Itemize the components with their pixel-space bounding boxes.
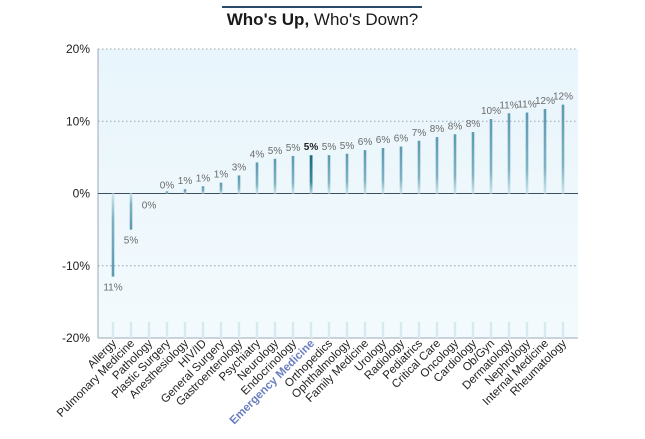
bar bbox=[165, 191, 169, 194]
data-label: 8% bbox=[430, 124, 445, 135]
bar bbox=[561, 104, 565, 194]
bar-ghost bbox=[165, 322, 169, 338]
bar-ghost bbox=[561, 322, 565, 338]
data-label: 11% bbox=[103, 283, 122, 294]
bar-ghost bbox=[399, 322, 403, 338]
bar-ghost bbox=[255, 322, 259, 338]
data-label: 11% bbox=[499, 100, 518, 111]
bar-ghost bbox=[129, 322, 133, 338]
bar bbox=[471, 132, 475, 194]
title-rest: Who's Down? bbox=[313, 10, 419, 29]
bar-ghost bbox=[471, 322, 475, 338]
bar-ghost bbox=[291, 322, 295, 338]
data-label: 6% bbox=[394, 134, 409, 145]
data-label: 5% bbox=[340, 141, 355, 152]
bar bbox=[543, 108, 547, 194]
bar-ghost bbox=[507, 322, 511, 338]
chart-title: Who's Up, Who's Down? bbox=[0, 10, 645, 30]
y-tick-label: -10% bbox=[62, 259, 90, 273]
bar bbox=[453, 134, 457, 194]
bar-ghost bbox=[273, 322, 277, 338]
data-label: 6% bbox=[376, 135, 391, 146]
bar bbox=[399, 146, 403, 194]
data-label: 4% bbox=[250, 149, 265, 160]
bar-ghost bbox=[435, 322, 439, 338]
data-label: 5% bbox=[304, 142, 319, 153]
bar-ghost bbox=[219, 322, 223, 338]
bar-ghost bbox=[363, 322, 367, 338]
data-label: 5% bbox=[268, 146, 283, 157]
data-label: 11% bbox=[517, 100, 536, 111]
bar bbox=[417, 140, 421, 194]
title-rule bbox=[222, 6, 422, 8]
bar bbox=[273, 158, 277, 194]
data-label: 8% bbox=[466, 119, 481, 130]
data-label: 0% bbox=[160, 181, 175, 192]
data-label: 5% bbox=[322, 142, 337, 153]
data-label: 1% bbox=[196, 173, 211, 184]
bar bbox=[129, 193, 133, 230]
bar-ghost bbox=[345, 322, 349, 338]
bar-ghost bbox=[327, 322, 331, 338]
bar bbox=[111, 193, 115, 277]
bar bbox=[327, 155, 331, 194]
y-tick-label: -20% bbox=[62, 331, 90, 345]
bar bbox=[363, 150, 367, 194]
y-tick-label: 20% bbox=[66, 42, 90, 56]
data-label: 5% bbox=[124, 236, 139, 247]
bar bbox=[255, 162, 259, 194]
bar bbox=[309, 155, 313, 194]
bar-ghost bbox=[525, 322, 529, 338]
data-label: 3% bbox=[232, 162, 247, 173]
bar bbox=[183, 189, 187, 194]
bar bbox=[381, 147, 385, 194]
title-bold: Who's Up, bbox=[226, 10, 310, 29]
bar bbox=[435, 137, 439, 194]
y-tick-label: 10% bbox=[66, 114, 90, 128]
bar bbox=[219, 182, 223, 194]
bar bbox=[489, 119, 493, 194]
bar-ghost bbox=[111, 322, 115, 338]
data-label: 5% bbox=[286, 143, 301, 154]
data-label: 10% bbox=[481, 106, 501, 117]
bar bbox=[201, 186, 205, 194]
bar-ghost bbox=[543, 322, 547, 338]
bar-ghost bbox=[201, 322, 205, 338]
data-label: 12% bbox=[535, 96, 555, 107]
data-label: 1% bbox=[178, 176, 193, 187]
bar bbox=[525, 112, 529, 194]
bar-ghost bbox=[489, 322, 493, 338]
bar-ghost bbox=[183, 322, 187, 338]
bar bbox=[345, 153, 349, 194]
data-label: 8% bbox=[448, 121, 463, 132]
data-label: 12% bbox=[553, 92, 573, 103]
bar-ghost bbox=[381, 322, 385, 338]
bar bbox=[291, 155, 295, 194]
bar-ghost bbox=[309, 322, 313, 338]
data-label: 1% bbox=[214, 170, 229, 181]
bar-ghost bbox=[453, 322, 457, 338]
bar-ghost bbox=[147, 322, 151, 338]
data-label: 0% bbox=[142, 201, 157, 212]
data-label: 7% bbox=[412, 128, 427, 139]
data-label: 6% bbox=[358, 137, 373, 148]
bar-ghost bbox=[237, 322, 241, 338]
bar bbox=[507, 113, 511, 194]
bar-ghost bbox=[417, 322, 421, 338]
bar bbox=[237, 175, 241, 194]
y-tick-label: 0% bbox=[73, 187, 91, 201]
